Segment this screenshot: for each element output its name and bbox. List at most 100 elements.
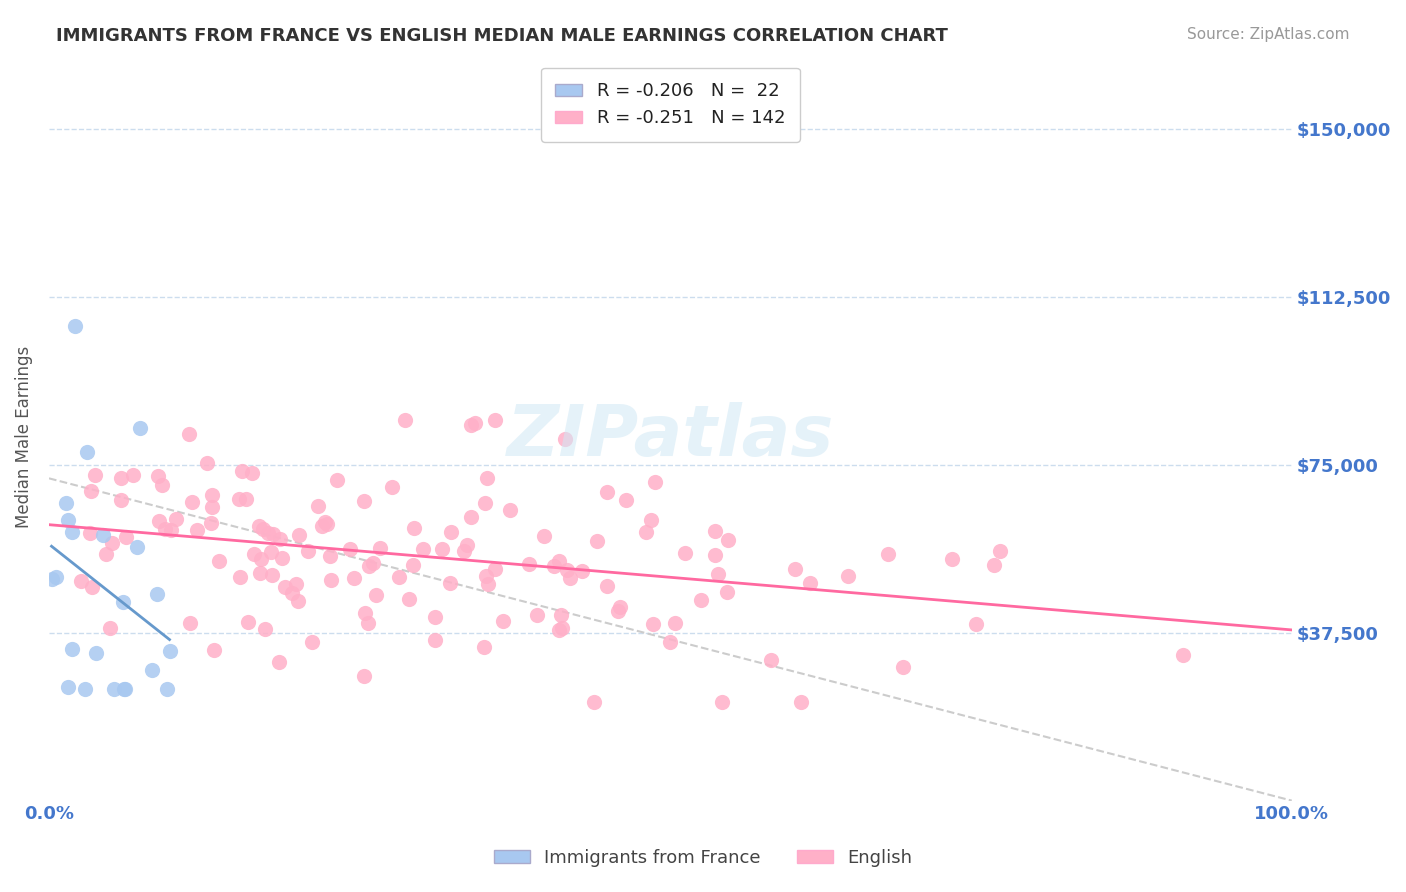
Point: [314, 515, 336, 529]
Point: [80, 483, 103, 498]
Point: [706, 567, 728, 582]
Point: [288, 527, 311, 541]
Text: Source: ZipAtlas.com: Source: ZipAtlas.com: [1187, 27, 1350, 42]
Point: [75, 681, 97, 696]
Point: [582, 695, 605, 709]
Point: [614, 493, 637, 508]
Point: [262, 526, 284, 541]
Point: [353, 669, 375, 683]
Point: [150, 478, 173, 492]
Point: [394, 413, 416, 427]
Point: [381, 480, 404, 494]
Point: [254, 622, 277, 636]
Point: [55, 496, 77, 510]
Y-axis label: Median Male Earnings: Median Male Earnings: [15, 346, 32, 528]
Point: [65, 319, 87, 334]
Point: [965, 616, 987, 631]
Point: [783, 561, 806, 575]
Point: [100, 536, 122, 550]
Point: [315, 517, 337, 532]
Point: [474, 569, 496, 583]
Point: [153, 522, 176, 536]
Point: [271, 550, 294, 565]
Point: [596, 579, 619, 593]
Point: [58, 512, 80, 526]
Point: [388, 569, 411, 583]
Point: [114, 681, 136, 696]
Point: [364, 588, 387, 602]
Point: [596, 485, 619, 500]
Point: [145, 587, 167, 601]
Point: [673, 546, 696, 560]
Point: [941, 551, 963, 566]
Point: [76, 444, 98, 458]
Point: [79, 526, 101, 541]
Point: [110, 493, 132, 508]
Point: [201, 500, 224, 515]
Point: [240, 466, 263, 480]
Point: [269, 532, 291, 546]
Point: [260, 544, 283, 558]
Point: [60, 524, 83, 539]
Point: [423, 610, 446, 624]
Point: [229, 570, 252, 584]
Point: [634, 524, 657, 539]
Point: [156, 681, 179, 696]
Point: [159, 644, 181, 658]
Point: [533, 529, 555, 543]
Point: [262, 567, 284, 582]
Point: [307, 499, 329, 513]
Point: [179, 616, 201, 631]
Point: [837, 568, 859, 582]
Point: [640, 513, 662, 527]
Point: [236, 615, 259, 629]
Point: [301, 635, 323, 649]
Point: [484, 562, 506, 576]
Point: [208, 554, 231, 568]
Point: [69, 574, 91, 588]
Point: [200, 516, 222, 531]
Point: [357, 615, 380, 630]
Point: [243, 548, 266, 562]
Point: [402, 521, 425, 535]
Point: [440, 524, 463, 539]
Point: [112, 595, 135, 609]
Point: [430, 542, 453, 557]
Point: [98, 621, 121, 635]
Point: [129, 420, 152, 434]
Point: [357, 558, 380, 573]
Point: [165, 512, 187, 526]
Point: [195, 456, 218, 470]
Point: [284, 577, 307, 591]
Point: [983, 558, 1005, 572]
Point: [558, 571, 581, 585]
Point: [609, 599, 631, 614]
Point: [891, 659, 914, 673]
Point: [704, 524, 727, 539]
Point: [122, 468, 145, 483]
Point: [94, 548, 117, 562]
Point: [548, 624, 571, 638]
Point: [517, 557, 540, 571]
Point: [423, 632, 446, 647]
Point: [252, 522, 274, 536]
Point: [80, 581, 103, 595]
Point: [186, 523, 208, 537]
Point: [231, 464, 253, 478]
Point: [311, 519, 333, 533]
Point: [235, 491, 257, 506]
Point: [690, 593, 713, 607]
Point: [297, 544, 319, 558]
Point: [526, 607, 548, 622]
Point: [472, 640, 495, 654]
Point: [84, 467, 107, 482]
Point: [550, 607, 572, 622]
Point: [703, 548, 725, 562]
Point: [571, 564, 593, 578]
Point: [1173, 648, 1195, 662]
Point: [84, 646, 107, 660]
Point: [249, 566, 271, 581]
Point: [141, 663, 163, 677]
Point: [606, 604, 628, 618]
Point: [110, 471, 132, 485]
